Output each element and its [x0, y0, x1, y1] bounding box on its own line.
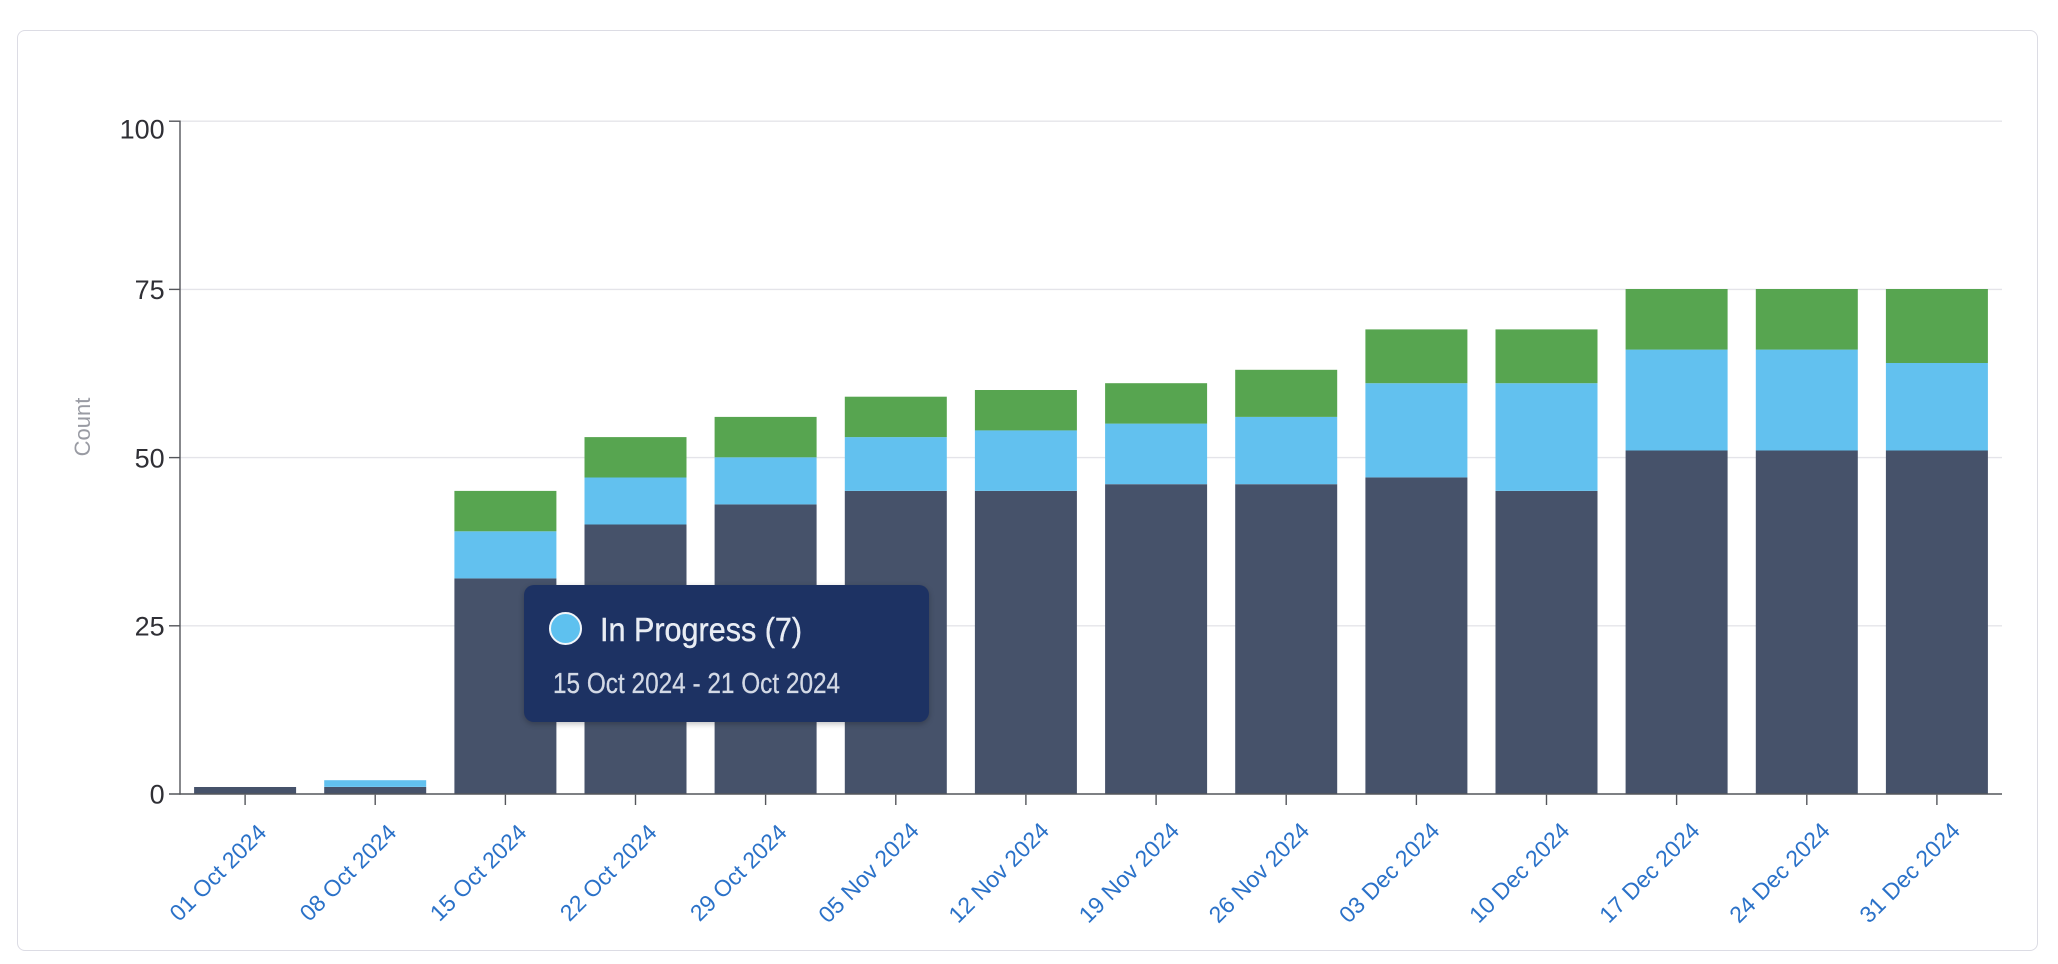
- svg-text:10 Dec 2024: 10 Dec 2024: [1464, 817, 1575, 928]
- svg-text:24 Dec 2024: 24 Dec 2024: [1724, 817, 1835, 928]
- svg-text:31 Dec 2024: 31 Dec 2024: [1854, 817, 1965, 928]
- svg-text:12 Nov 2024: 12 Nov 2024: [943, 817, 1054, 928]
- svg-text:19 Nov 2024: 19 Nov 2024: [1073, 817, 1184, 928]
- svg-text:75: 75: [135, 275, 165, 305]
- svg-text:22 Oct 2024: 22 Oct 2024: [555, 819, 662, 926]
- svg-text:03 Dec 2024: 03 Dec 2024: [1334, 817, 1445, 928]
- svg-text:0: 0: [150, 779, 165, 809]
- svg-text:01 Oct 2024: 01 Oct 2024: [164, 819, 271, 926]
- svg-text:50: 50: [135, 443, 165, 473]
- svg-text:25: 25: [135, 612, 165, 642]
- svg-text:15 Oct 2024: 15 Oct 2024: [425, 819, 532, 926]
- svg-text:Count: Count: [70, 398, 95, 457]
- svg-text:26 Nov 2024: 26 Nov 2024: [1204, 817, 1315, 928]
- svg-text:08 Oct 2024: 08 Oct 2024: [294, 819, 401, 926]
- svg-text:05 Nov 2024: 05 Nov 2024: [813, 817, 924, 928]
- svg-text:29 Oct 2024: 29 Oct 2024: [685, 819, 792, 926]
- svg-text:100: 100: [120, 115, 165, 145]
- svg-text:17 Dec 2024: 17 Dec 2024: [1594, 817, 1705, 928]
